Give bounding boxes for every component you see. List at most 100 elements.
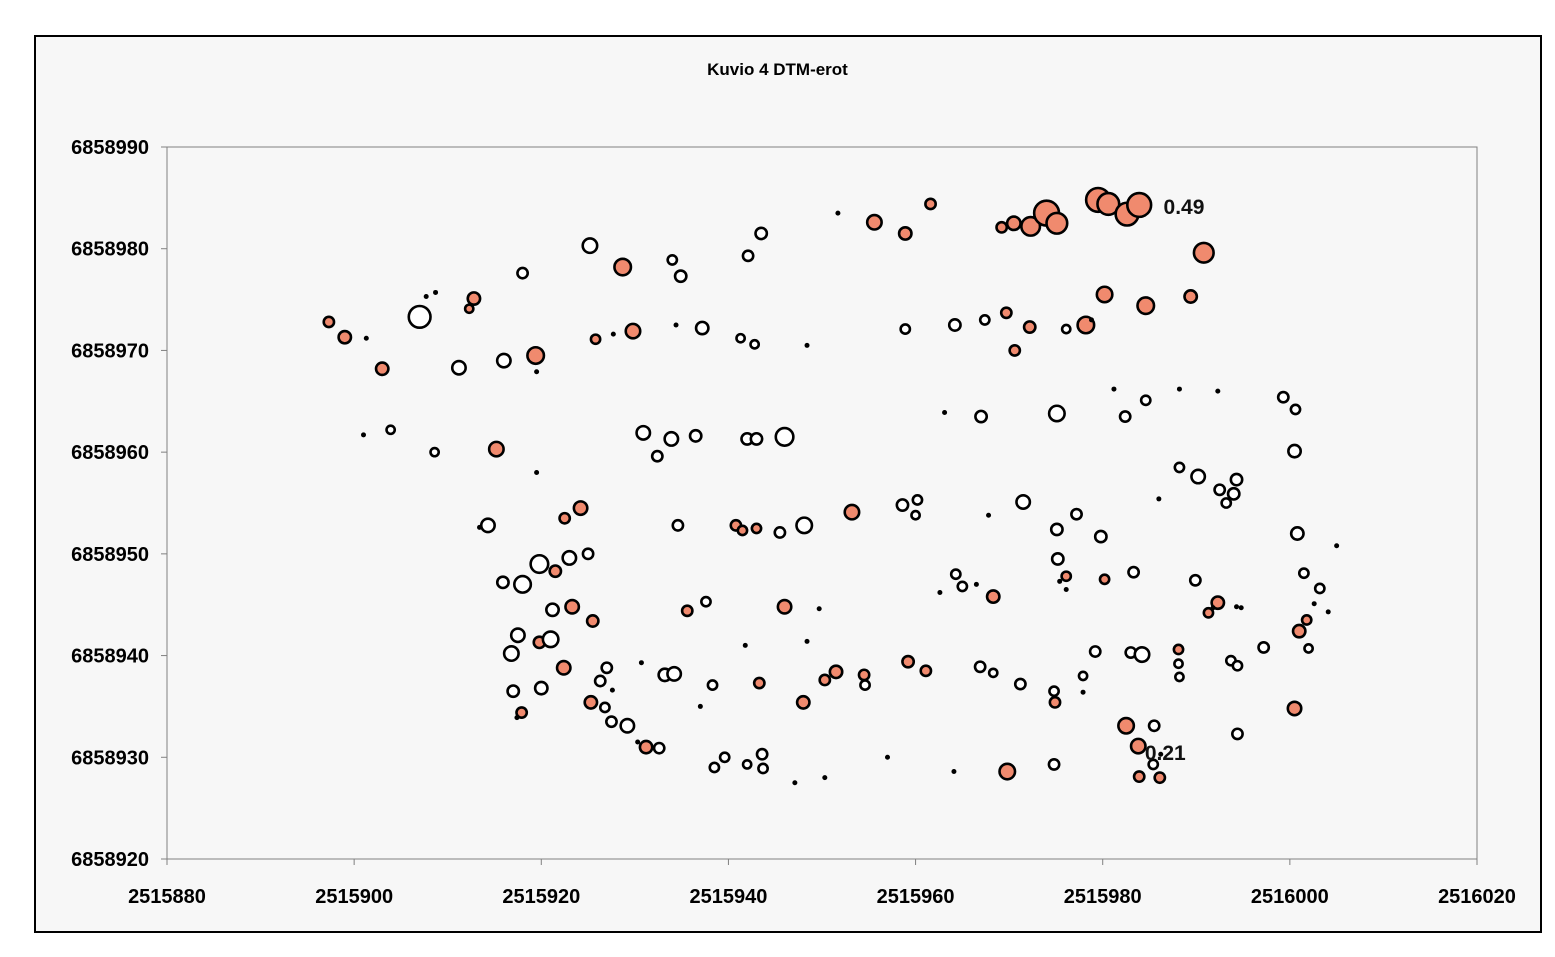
negative-difference-point [718,751,731,764]
negative-difference-point [754,226,769,241]
zero-difference-point [477,524,483,530]
zero-difference-point [942,409,948,415]
negative-difference-point [650,449,664,463]
negative-difference-point [1048,685,1060,698]
positive-difference-point [1020,215,1042,237]
negative-difference-point [1015,493,1032,510]
zero-difference-point [361,432,366,438]
negative-difference-point [513,574,533,594]
positive-difference-point [924,197,937,211]
zero-difference-point [973,581,979,587]
negative-difference-point [1226,486,1241,501]
positive-difference-point [752,676,766,690]
positive-difference-point [487,440,505,458]
zero-difference-point [804,342,810,348]
y-tick-label: 6858930 [71,747,149,769]
x-tick-label: 2515900 [315,886,393,908]
negative-difference-point [1173,658,1184,670]
positive-difference-point [985,589,1001,605]
zero-difference-point [1057,578,1063,584]
positive-difference-point [374,361,390,377]
positive-difference-point [1172,643,1185,656]
negative-difference-point [1047,404,1066,423]
zero-difference-point [937,590,943,596]
positive-difference-point [818,673,832,687]
negative-difference-point [605,715,618,729]
positive-difference-point [828,664,844,680]
negative-difference-point [429,446,441,458]
negative-difference-point [1297,567,1310,580]
positive-difference-point [337,329,353,345]
positive-difference-point [515,706,529,719]
positive-difference-point [1045,211,1069,235]
negative-difference-point [598,701,611,714]
positive-difference-point [919,664,933,678]
positive-difference-point [613,257,633,277]
positive-difference-point [1192,241,1215,264]
negative-difference-point [1289,526,1305,541]
zero-difference-point [1111,386,1117,392]
positive-difference-point [463,303,475,315]
negative-difference-point [545,602,560,618]
positive-difference-point [776,598,793,615]
negative-difference-point [755,747,769,761]
positive-difference-point [624,322,642,340]
positive-difference-point [1005,215,1022,232]
negative-difference-point [741,249,755,263]
zero-difference-point [1176,386,1182,392]
negative-difference-point [949,568,962,581]
negative-difference-point [1257,640,1271,654]
negative-difference-point [1231,727,1244,741]
positive-difference-point [865,213,883,231]
positive-difference-point [1291,623,1307,639]
negative-difference-point [479,517,496,534]
negative-difference-point [1118,410,1132,423]
negative-difference-point [529,553,550,575]
y-tick-label: 6858980 [71,239,149,261]
y-axis: 6858920 6858930 6858940 6858950 6858960 68589… [71,137,168,871]
negative-difference-point [1174,671,1185,683]
negative-difference-point [450,359,467,376]
positive-difference-point [857,668,871,682]
zero-difference-point [885,754,890,760]
negative-difference-point [495,352,512,369]
zero-difference-point [1210,605,1216,611]
positive-difference-point [998,762,1017,781]
x-tick-label: 2515880 [128,886,206,908]
positive-difference-point [526,345,546,366]
x-tick-label: 2515980 [1064,886,1142,908]
positive-difference-point [1132,770,1146,784]
negative-difference-point [495,575,510,590]
chart-title: Kuvio 4 DTM-erot [707,60,848,79]
positive-difference-point [680,604,694,618]
negative-difference-point [1276,390,1290,404]
y-tick-label: 6858970 [71,340,149,362]
negative-difference-point [987,667,999,679]
zero-difference-point [697,703,703,709]
x-tick-label: 2515920 [502,886,580,908]
negative-difference-point [1049,522,1064,537]
negative-difference-point [533,680,549,696]
positive-difference-point [750,522,763,535]
negative-difference-point [956,580,969,593]
positive-difference-point [1095,285,1114,304]
zero-difference-point [1238,605,1244,611]
y-tick-label: 6858940 [71,646,149,668]
negative-difference-point [700,595,712,608]
negative-difference-point [581,547,595,561]
positive-difference-point [795,694,811,710]
positive-difference-point [901,654,916,669]
zero-difference-point [816,606,822,612]
positive-difference-point [548,564,563,579]
zero-difference-point [423,294,429,300]
negative-difference-point [1070,507,1083,521]
negative-difference-point [1231,659,1244,672]
zero-difference-point [1063,586,1069,592]
positive-difference-point [1022,320,1037,334]
negative-difference-point [688,428,703,443]
positive-difference-point [736,524,749,537]
negative-difference-point [694,320,710,336]
negative-difference-point [516,266,530,280]
negative-difference-point [973,660,987,674]
negative-difference-point [1088,645,1102,658]
